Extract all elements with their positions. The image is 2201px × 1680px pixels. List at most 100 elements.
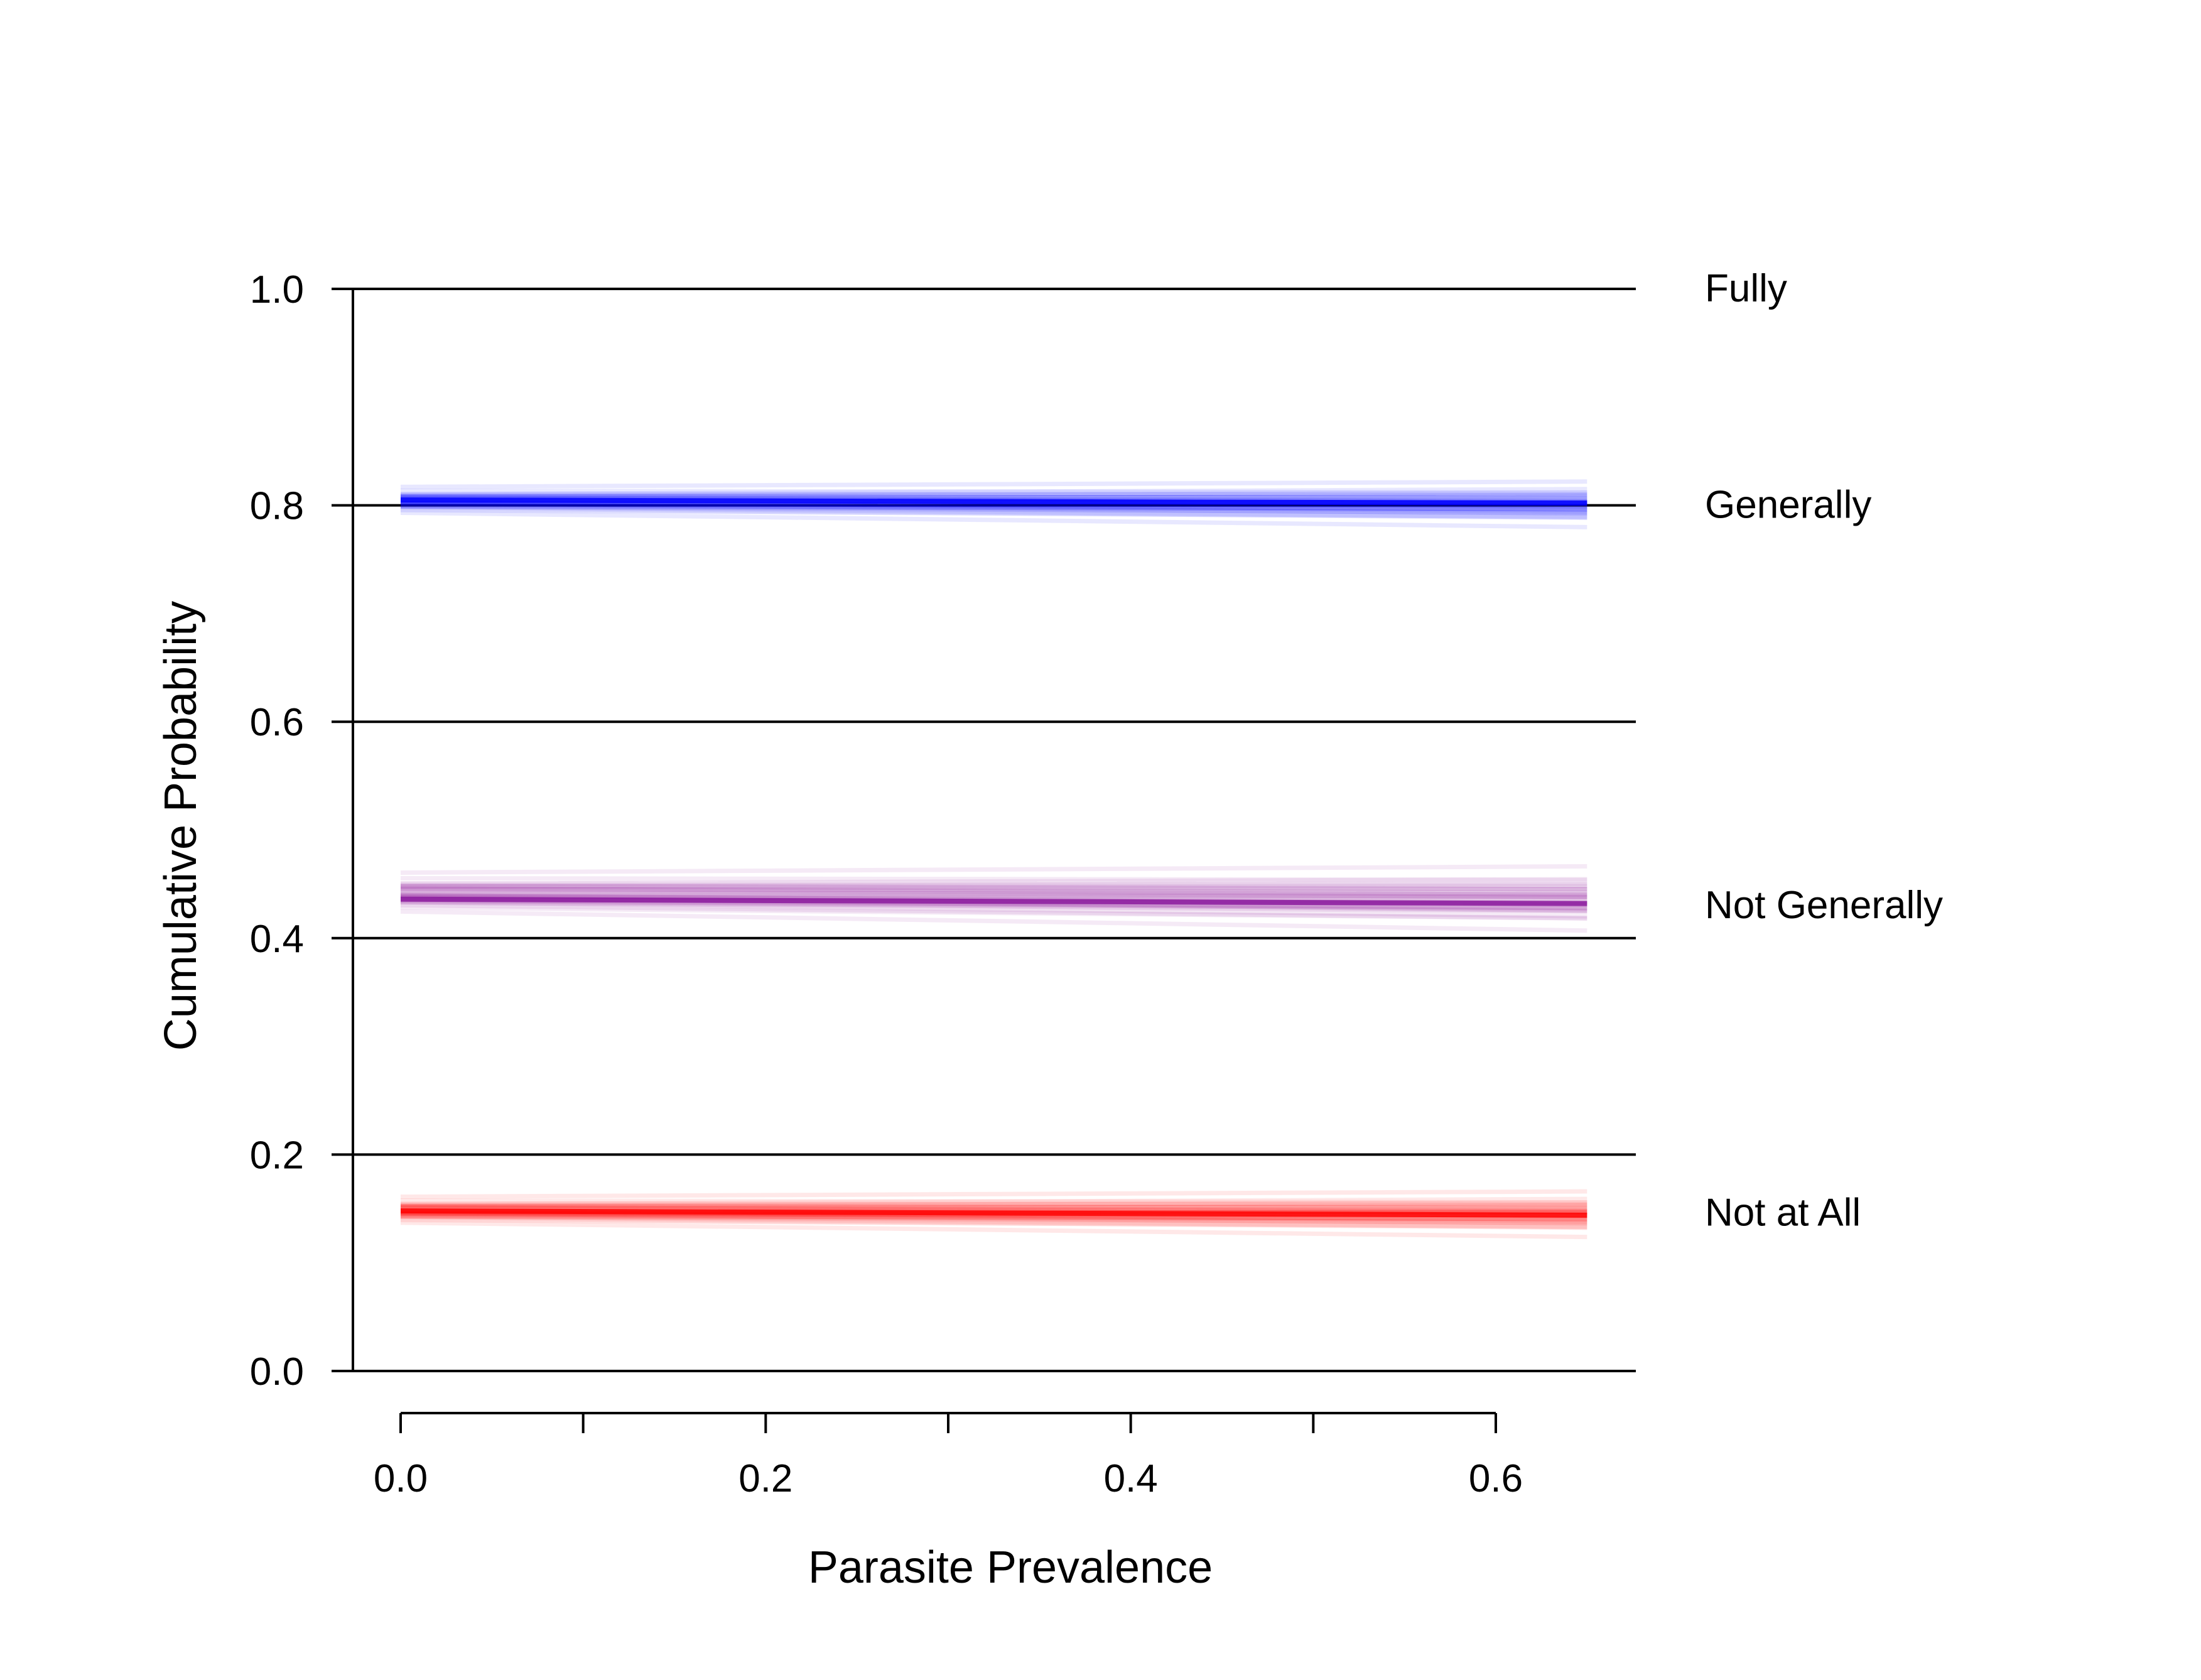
posterior-sample-line	[400, 503, 1587, 511]
posterior-sample-line	[400, 1196, 1587, 1206]
posterior-series	[400, 479, 1587, 529]
posterior-sample-line	[400, 892, 1587, 899]
posterior-sample-line	[400, 875, 1587, 882]
posterior-sample-line	[400, 1213, 1587, 1221]
category-labels: Fully Generally Not Generally Not at All	[1705, 267, 1943, 1234]
x-axis: 0.0 0.2 0.4 0.6	[374, 1412, 1523, 1500]
posterior-sample-line	[400, 502, 1587, 509]
x-axis-title: Parasite Prevalence	[808, 1542, 1213, 1593]
posterior-sample-line	[400, 504, 1587, 520]
x-tick-label: 0.0	[374, 1457, 428, 1500]
posterior-sample-line	[400, 1205, 1587, 1213]
posterior-sample-line	[400, 1218, 1587, 1229]
posterior-sample-line	[400, 490, 1587, 498]
posterior-sample-line	[400, 501, 1587, 516]
posterior-sample-line	[400, 1211, 1587, 1226]
posterior-sample-line	[400, 501, 1587, 508]
x-tick-label: 0.4	[1104, 1457, 1158, 1500]
posterior-sample-line	[400, 1198, 1587, 1205]
posterior-sample-line	[400, 487, 1587, 497]
posterior-sample-line	[400, 494, 1587, 500]
y-tick-label: 0.2	[250, 1134, 304, 1177]
posterior-sample-line	[400, 882, 1587, 889]
posterior-sample-line	[400, 511, 1587, 529]
posterior-sample-line	[400, 886, 1587, 895]
posterior-sample-line	[400, 1216, 1587, 1230]
posterior-sample-line	[400, 1211, 1587, 1224]
posterior-sample-line	[400, 499, 1587, 511]
posterior-sample-line	[400, 886, 1587, 892]
posterior-sample-line	[400, 492, 1587, 501]
posterior-sample-line	[400, 1214, 1587, 1225]
posterior-sample-line	[400, 884, 1587, 891]
x-tick-label: 0.6	[1469, 1457, 1523, 1500]
category-label: Fully	[1705, 267, 1787, 310]
posterior-sample-line	[400, 507, 1587, 519]
y-axis-title: Cumulative Probability	[156, 601, 206, 1051]
posterior-sample-line	[400, 1200, 1587, 1208]
posterior-sample-line	[400, 501, 1587, 514]
posterior-sample-line	[400, 891, 1587, 896]
posterior-sample-line	[400, 503, 1587, 516]
posterior-sample-line	[400, 504, 1587, 516]
posterior-sample-line	[400, 909, 1587, 933]
posterior-sample-line	[400, 887, 1587, 900]
posterior-sample-line	[400, 504, 1587, 512]
posterior-sample-line	[400, 900, 1587, 914]
posterior-series	[400, 864, 1587, 933]
posterior-bands	[400, 479, 1587, 1240]
posterior-sample-line	[400, 506, 1587, 521]
posterior-sample-line	[400, 886, 1587, 897]
posterior-sample-line	[400, 504, 1587, 511]
posterior-sample-line	[400, 499, 1587, 512]
posterior-sample-line	[400, 900, 1587, 919]
posterior-sample-line	[400, 884, 1587, 892]
posterior-sample-line	[400, 488, 1587, 495]
posterior-mean-line	[400, 1208, 1587, 1218]
posterior-sample-line	[400, 1205, 1587, 1215]
posterior-sample-line	[400, 898, 1587, 914]
posterior-mean-line	[400, 896, 1587, 906]
posterior-sample-line	[400, 494, 1587, 500]
posterior-sample-line	[400, 1211, 1587, 1226]
posterior-sample-line	[400, 894, 1587, 901]
posterior-sample-line	[400, 1220, 1587, 1240]
x-tick-label: 0.2	[738, 1457, 792, 1500]
posterior-sample-line	[400, 1204, 1587, 1210]
posterior-sample-line	[400, 864, 1587, 875]
y-tick-label: 0.6	[250, 701, 304, 744]
posterior-sample-line	[400, 1203, 1587, 1210]
posterior-sample-line	[400, 1213, 1587, 1222]
category-label: Generally	[1705, 484, 1871, 527]
posterior-sample-line	[400, 1205, 1587, 1215]
posterior-sample-line	[400, 495, 1587, 503]
posterior-sample-line	[400, 1205, 1587, 1213]
posterior-sample-line	[400, 1202, 1587, 1208]
posterior-sample-line	[400, 1214, 1587, 1230]
posterior-sample-line	[400, 902, 1587, 921]
y-tick-label: 0.4	[250, 918, 304, 961]
posterior-sample-line	[400, 1215, 1587, 1221]
posterior-sample-line	[400, 877, 1587, 886]
posterior-series	[400, 1189, 1587, 1240]
posterior-sample-line	[400, 1213, 1587, 1225]
posterior-sample-line	[400, 901, 1587, 911]
posterior-sample-line	[400, 886, 1587, 896]
posterior-sample-line	[400, 1189, 1587, 1200]
posterior-sample-line	[400, 892, 1587, 899]
y-tick-label: 1.0	[250, 268, 304, 312]
posterior-sample-line	[400, 502, 1587, 516]
posterior-sample-line	[400, 1203, 1587, 1210]
y-tick-label: 0.8	[250, 485, 304, 528]
category-label: Not Generally	[1705, 884, 1943, 927]
posterior-sample-line	[400, 1203, 1587, 1211]
posterior-sample-line	[400, 492, 1587, 498]
posterior-sample-line	[400, 479, 1587, 489]
posterior-mean-line	[400, 497, 1587, 506]
y-tick-label: 0.0	[250, 1350, 304, 1394]
posterior-sample-line	[400, 890, 1587, 900]
y-axis-ticks: 0.0 0.2 0.4 0.6 0.8 1.0	[250, 268, 353, 1394]
posterior-sample-line	[400, 886, 1587, 897]
category-label: Not at All	[1705, 1191, 1861, 1234]
